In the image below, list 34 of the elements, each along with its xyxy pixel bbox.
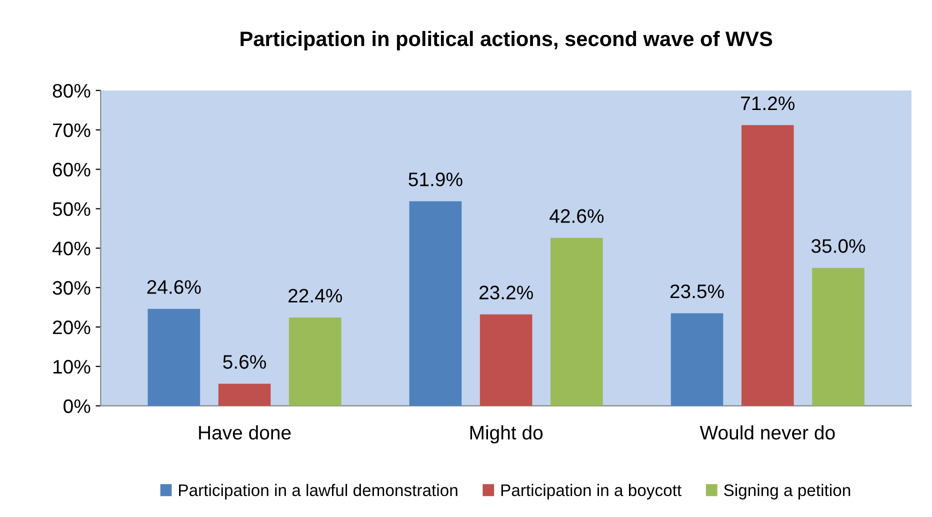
x-tick-label: Might do [470,425,543,444]
x-tick-label: Have done [199,425,291,440]
legend-label: Participation in a boycott [501,484,682,500]
data-label: 24.6% [147,280,201,294]
bar [409,201,462,406]
y-tick-label: 60% [53,162,90,177]
legend-label: Signing a petition [724,484,850,500]
y-tick-label: 40% [52,242,90,256]
data-label: 5.6% [223,355,266,369]
bar [812,268,864,406]
bar [480,314,532,406]
y-tick-label: 80% [52,84,90,98]
bar [550,238,603,406]
data-label: 51.9% [408,172,462,186]
bar [288,318,342,406]
y-tick-label: 50% [52,202,90,216]
x-tick-label: Would never do [700,425,835,440]
y-tick-label: 0% [64,399,90,414]
data-label: 42.6% [550,209,604,223]
data-label: 22.4% [288,288,342,303]
data-label: 23.5% [670,284,724,298]
bar [218,384,271,406]
y-tick-label: 10% [54,360,90,374]
data-label: 35.0% [811,239,866,253]
chart-title: Participation in political actions, second wave of WVS [240,30,772,50]
y-tick-label: 30% [52,281,90,295]
bar [670,313,724,406]
y-tick-label: 20% [52,320,90,334]
legend-label: Participation in a lawful demonstration [179,484,458,500]
bar [741,125,794,406]
data-label: 71.2% [741,96,795,110]
y-tick-label: 70% [53,123,90,138]
bar [148,308,200,406]
data-label: 23.2% [479,286,533,300]
